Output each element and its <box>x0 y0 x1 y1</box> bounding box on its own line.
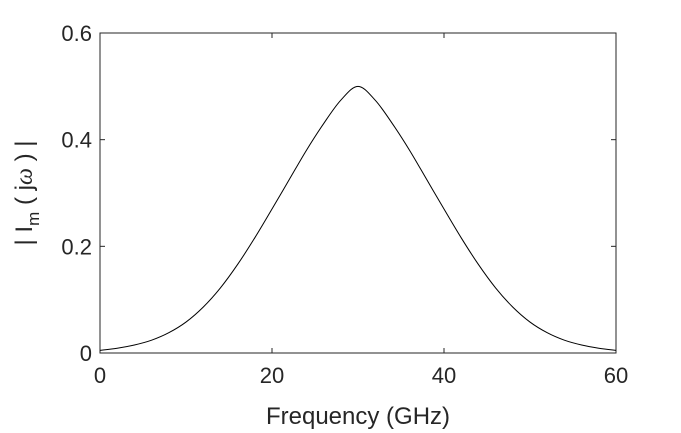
y-label-omega: ω <box>12 168 38 185</box>
data-series-line <box>99 85 617 351</box>
y-tick-label: 0.4 <box>61 128 92 153</box>
y-label-subscript: m <box>24 212 43 226</box>
x-axis-ticks: 0 20 40 60 <box>94 33 628 388</box>
plot-area <box>99 32 617 354</box>
y-label-suffix: ) | <box>11 141 38 169</box>
y-label-prefix: | I <box>11 226 38 246</box>
y-tick-label: 0.2 <box>61 234 92 259</box>
x-tick-label: 20 <box>260 363 284 388</box>
x-tick-label: 40 <box>432 363 456 388</box>
y-axis-ticks: 0 0.2 0.4 0.6 <box>61 21 616 366</box>
y-label-middle: ( j <box>11 185 38 212</box>
y-tick-label: 0 <box>80 341 92 366</box>
x-axis-label: Frequency (GHz) <box>266 403 450 430</box>
x-tick-label: 60 <box>604 363 628 388</box>
y-axis-label: | Im ( jω ) | <box>11 141 43 246</box>
y-tick-label: 0.6 <box>61 21 92 46</box>
x-tick-label: 0 <box>94 363 106 388</box>
